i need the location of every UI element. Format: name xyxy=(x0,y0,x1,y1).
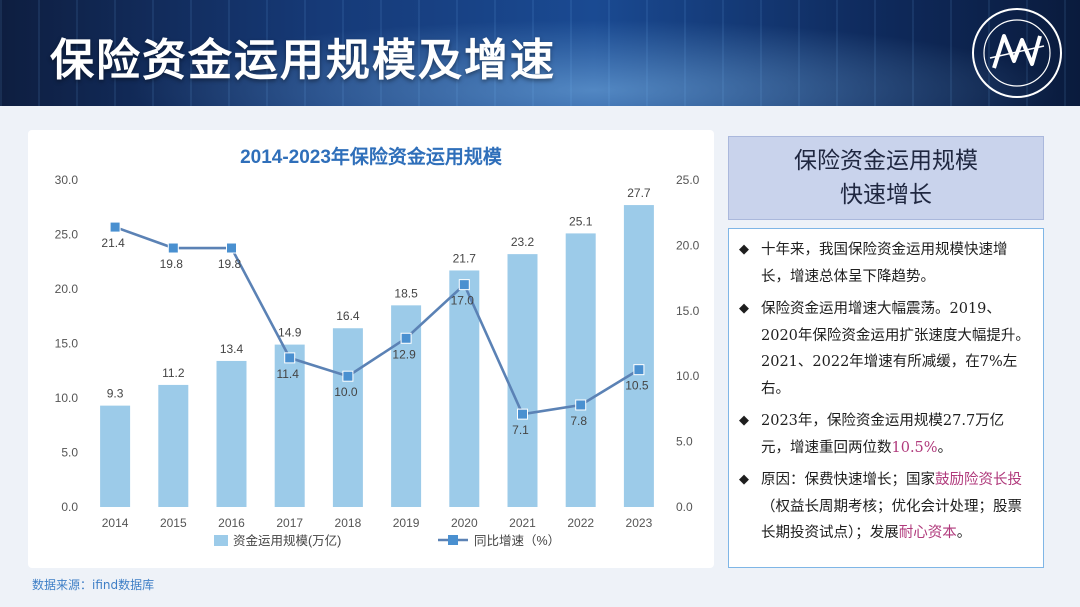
bar-value-label: 9.3 xyxy=(107,387,124,401)
x-tick-label: 2017 xyxy=(276,516,303,530)
chart-title: 2014-2023年保险资金运用规模 xyxy=(240,145,503,168)
growth-point-2015 xyxy=(167,242,179,254)
bullet-item: ◆ 保险资金运用增速大幅震荡。2019、2020年保险资金运用扩张速度大幅提升。… xyxy=(739,296,1033,402)
diamond-bullet-icon: ◆ xyxy=(739,413,749,428)
bar-value-label: 18.5 xyxy=(394,286,418,300)
x-tick-label: 2019 xyxy=(393,516,420,530)
growth-point-2019 xyxy=(400,332,412,344)
bar-2023 xyxy=(623,205,654,507)
bar-2018 xyxy=(332,328,363,507)
bar-value-label: 16.4 xyxy=(336,309,360,323)
growth-point-2014 xyxy=(109,221,121,233)
line-value-label: 21.4 xyxy=(101,236,125,250)
growth-point-2022 xyxy=(575,399,587,411)
line-value-label: 7.8 xyxy=(570,414,587,428)
data-source: 数据来源：ifind数据库 xyxy=(32,578,155,592)
line-value-label: 19.8 xyxy=(218,257,242,271)
highlight-text: 10.5% xyxy=(891,439,938,456)
x-tick-label: 2016 xyxy=(218,516,245,530)
line-value-label: 11.4 xyxy=(276,367,299,381)
bar-value-label: 27.7 xyxy=(627,186,651,200)
growth-point-2016 xyxy=(226,242,237,254)
bullet-text-part: 2023年，保险资金运用规模27.7万亿元，增速重回两位数 xyxy=(761,413,1005,456)
line-value-label: 10.0 xyxy=(334,385,358,399)
x-tick-label: 2015 xyxy=(160,516,187,530)
bar-value-label: 13.4 xyxy=(220,342,244,356)
legend-bar-swatch xyxy=(214,535,228,546)
bullet-item: ◆ 2023年，保险资金运用规模27.7万亿元，增速重回两位数10.5%。 xyxy=(739,408,1033,461)
x-tick-label: 2021 xyxy=(509,516,536,530)
y-left-tick-label: 20.0 xyxy=(55,282,79,296)
bullet-text: 十年来，我国保险资金运用规模快速增长，增速总体呈下降趋势。 xyxy=(761,242,1008,285)
bar-2022 xyxy=(565,233,596,507)
bar-2021 xyxy=(507,254,538,507)
growth-point-2017 xyxy=(284,352,296,364)
bar-2015 xyxy=(158,384,189,507)
bar-value-label: 23.2 xyxy=(511,235,535,249)
y-left-tick-label: 5.0 xyxy=(61,446,78,460)
y-left-tick-label: 30.0 xyxy=(55,173,79,187)
y-left-tick-label: 10.0 xyxy=(55,391,79,405)
y-left-tick-label: 25.0 xyxy=(55,228,79,242)
y-right-tick-label: 25.0 xyxy=(676,173,700,187)
growth-point-2021 xyxy=(517,408,528,420)
bullet-text-part: （权益长周期考核；优化会计处理；股票长期投资试点）；发展 xyxy=(761,498,1022,542)
header-banner: 保险资金运用规模及增速 xyxy=(0,0,1080,106)
x-tick-label: 2022 xyxy=(567,516,594,530)
legend-line-marker xyxy=(448,535,458,545)
bullet-item: ◆ 原因：保费快速增长；国家鼓励险资长投 （权益长周期考核；优化会计处理；股票长期… xyxy=(739,467,1033,547)
y-right-tick-label: 5.0 xyxy=(676,435,693,449)
highlight-text: 鼓励险资长投 xyxy=(935,472,1022,488)
y-right-tick-label: 0.0 xyxy=(676,500,693,514)
line-value-label: 12.9 xyxy=(392,347,416,361)
bullet-text: 2023年，保险资金运用规模27.7万亿元，增速重回两位数10.5%。 xyxy=(761,408,1033,461)
x-tick-label: 2014 xyxy=(102,516,129,530)
bar-value-label: 14.9 xyxy=(278,326,302,340)
diamond-bullet-icon: ◆ xyxy=(739,472,749,487)
y-right-tick-label: 15.0 xyxy=(676,304,700,318)
side-bullet-box: ◆ 十年来，我国保险资金运用规模快速增长，增速总体呈下降趋势。 ◆ 保险资金运用… xyxy=(728,228,1044,568)
side-heading: 保险资金运用规模 快速增长 xyxy=(728,136,1044,220)
growth-point-2023 xyxy=(633,364,645,376)
bullet-text: 保险资金运用增速大幅震荡。2019、2020年保险资金运用扩张速度大幅提升。20… xyxy=(761,301,1030,397)
highlight-text: 耐心资本 xyxy=(898,525,957,541)
line-value-label: 7.1 xyxy=(512,423,529,437)
y-right-tick-label: 20.0 xyxy=(676,238,700,252)
side-heading-line2: 快速增长 xyxy=(840,182,932,208)
line-value-label: 17.0 xyxy=(451,294,475,308)
line-value-label: 19.8 xyxy=(160,257,184,271)
chart-card: 2014-2023年保险资金运用规模 0.0 5.0 10.0 15.0 20.0 25.0… xyxy=(28,130,714,568)
page-title: 保险资金运用规模及增速 xyxy=(50,35,556,86)
bar-value-label: 21.7 xyxy=(453,251,477,265)
x-tick-label: 2023 xyxy=(626,516,653,530)
y-left-tick-label: 15.0 xyxy=(55,337,79,351)
y-right-tick-label: 10.0 xyxy=(676,369,700,383)
bar-value-label: 25.1 xyxy=(569,214,593,228)
combo-chart: 2014-2023年保险资金运用规模 0.0 5.0 10.0 15.0 20.0 25.0… xyxy=(55,145,700,548)
bar-2016 xyxy=(216,360,247,507)
x-tick-label: 2020 xyxy=(451,516,478,530)
bullet-text-part: 原因：保费快速增长；国家 xyxy=(761,472,935,488)
y-left-tick-label: 0.0 xyxy=(61,500,78,514)
x-tick-label: 2018 xyxy=(335,516,362,530)
line-value-label: 10.5 xyxy=(625,379,649,393)
bullet-text-part: 。 xyxy=(956,525,972,541)
logo-icon xyxy=(972,8,1062,98)
diamond-bullet-icon: ◆ xyxy=(739,242,749,257)
legend-line-label: 同比增速（%） xyxy=(474,533,560,548)
bullet-item: ◆ 十年来，我国保险资金运用规模快速增长，增速总体呈下降趋势。 xyxy=(739,237,1033,290)
side-heading-line1: 保险资金运用规模 xyxy=(794,148,978,174)
diamond-bullet-icon: ◆ xyxy=(739,301,749,316)
bar-2014 xyxy=(100,405,131,507)
growth-point-2018 xyxy=(342,370,354,382)
growth-point-2020 xyxy=(458,279,470,291)
legend-bar-label: 资金运用规模(万亿) xyxy=(233,533,341,548)
bullet-text: 原因：保费快速增长；国家鼓励险资长投 （权益长周期考核；优化会计处理；股票长期投资… xyxy=(761,467,1033,547)
bar-2017 xyxy=(274,344,305,507)
bullet-text-part: 。 xyxy=(937,439,953,456)
growth-line xyxy=(114,225,640,416)
bar-value-label: 11.2 xyxy=(162,366,185,380)
